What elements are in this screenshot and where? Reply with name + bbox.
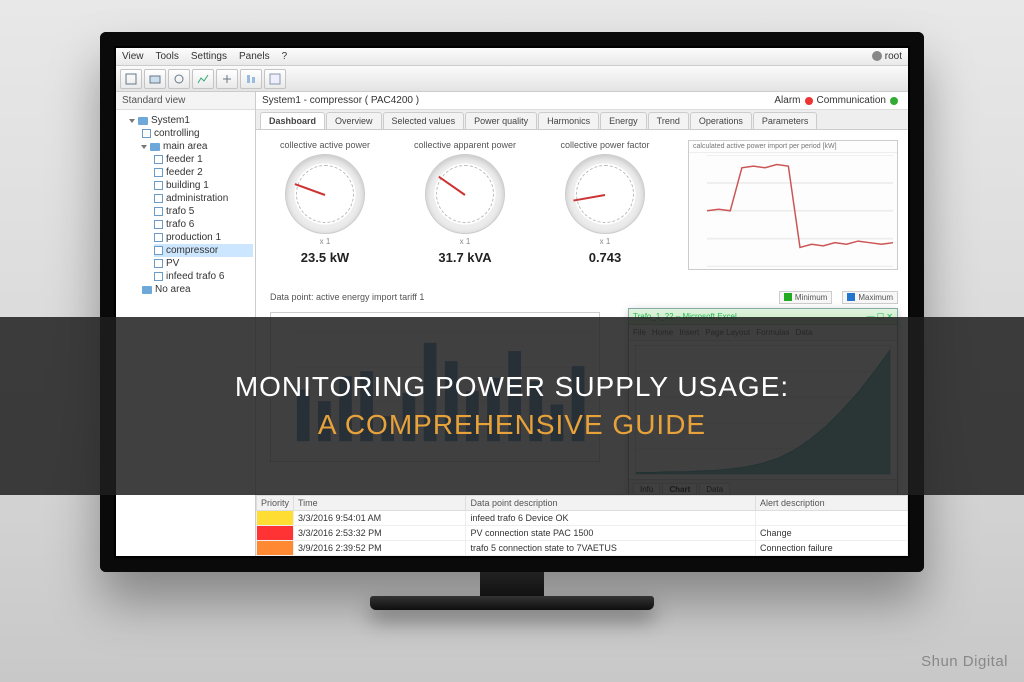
device-icon: [154, 194, 163, 203]
breadcrumb-path: System1 - compressor ( PAC4200 ): [262, 95, 419, 106]
device-icon: [154, 155, 163, 164]
monitor-stand-base: [370, 596, 654, 610]
gauge-2: collective power factor x 1 0.743: [550, 140, 660, 265]
tab-energy[interactable]: Energy: [600, 112, 647, 129]
watermark: Shun Digital: [921, 653, 1008, 670]
tree-building-1[interactable]: building 1: [154, 179, 253, 192]
alerts-grid[interactable]: PriorityTimeData point descriptionAlert …: [256, 494, 908, 556]
menubar: View Tools Settings Panels ? root: [116, 48, 908, 66]
tree-trafo-6[interactable]: trafo 6: [154, 218, 253, 231]
tree-feeder-2[interactable]: feeder 2: [154, 166, 253, 179]
gauge-value: 31.7 kVA: [410, 250, 520, 265]
alert-row[interactable]: 3/3/2016 2:53:32 PMPV connection state P…: [257, 526, 908, 541]
gauge-title: collective apparent power: [410, 140, 520, 150]
gauge-0: collective active power x 1 23.5 kW: [270, 140, 380, 265]
toolbar-btn-5[interactable]: [216, 69, 238, 89]
gauge-dial: [425, 154, 505, 234]
gauge-dial: [565, 154, 645, 234]
nav-tree[interactable]: System1 controlling main area feeder 1fe…: [116, 110, 255, 300]
device-icon: [154, 246, 163, 255]
toolbar-btn-3[interactable]: [168, 69, 190, 89]
tab-selected-values[interactable]: Selected values: [383, 112, 465, 129]
user-icon: [872, 51, 882, 61]
tree-no-area[interactable]: No area: [142, 283, 253, 296]
toolbar-btn-1[interactable]: [120, 69, 142, 89]
device-icon: [142, 129, 151, 138]
gauge-scale: x 1: [550, 237, 660, 246]
toolbar-btn-6[interactable]: [240, 69, 262, 89]
tree-compressor[interactable]: compressor: [154, 244, 253, 257]
tab-overview[interactable]: Overview: [326, 112, 382, 129]
menu-help[interactable]: ?: [282, 51, 288, 62]
sidebar-header: Standard view: [116, 92, 255, 110]
menu-tools[interactable]: Tools: [156, 51, 179, 62]
alert-row[interactable]: Connection failure: [257, 556, 908, 557]
toolbar-btn-7[interactable]: [264, 69, 286, 89]
datapoint-label: Data point: active energy import tariff …: [270, 292, 424, 302]
tab-operations[interactable]: Operations: [690, 112, 752, 129]
gauge-value: 0.743: [550, 250, 660, 265]
datapoint-row: Data point: active energy import tariff …: [270, 288, 898, 306]
gauge-scale: x 1: [270, 237, 380, 246]
tree-production-1[interactable]: production 1: [154, 231, 253, 244]
toolbar: [116, 66, 908, 92]
tree-root[interactable]: System1: [130, 114, 253, 127]
device-icon: [154, 233, 163, 242]
menu-settings[interactable]: Settings: [191, 51, 227, 62]
tree-infeed-trafo-6[interactable]: infeed trafo 6: [154, 270, 253, 283]
tree-feeder-1[interactable]: feeder 1: [154, 153, 253, 166]
tree-main-area[interactable]: main area: [142, 140, 253, 153]
comm-led: [890, 97, 898, 105]
alert-col[interactable]: Alert description: [756, 496, 908, 511]
device-icon: [154, 168, 163, 177]
user-label[interactable]: root: [872, 51, 902, 62]
alert-row[interactable]: 3/3/2016 9:54:01 AMinfeed trafo 6 Device…: [257, 511, 908, 526]
tab-bar: DashboardOverviewSelected valuesPower qu…: [256, 110, 908, 130]
tab-dashboard[interactable]: Dashboard: [260, 112, 325, 129]
toolbar-btn-2[interactable]: [144, 69, 166, 89]
alert-col[interactable]: Priority: [257, 496, 294, 511]
minimum-toggle[interactable]: Minimum: [779, 291, 832, 304]
tree-trafo-5[interactable]: trafo 5: [154, 205, 253, 218]
device-icon: [154, 259, 163, 268]
tree-controlling[interactable]: controlling: [142, 127, 253, 140]
gauge-title: collective power factor: [550, 140, 660, 150]
device-icon: [154, 207, 163, 216]
gauge-value: 23.5 kW: [270, 250, 380, 265]
tab-trend[interactable]: Trend: [648, 112, 689, 129]
menu-view[interactable]: View: [122, 51, 144, 62]
gauge-dial: [285, 154, 365, 234]
tree-PV[interactable]: PV: [154, 257, 253, 270]
device-icon: [154, 220, 163, 229]
device-icon: [154, 272, 163, 281]
overlay-line1: MONITORING POWER SUPPLY USAGE:: [235, 371, 789, 403]
monitor-stand-neck: [480, 572, 544, 598]
tab-power-quality[interactable]: Power quality: [465, 112, 537, 129]
tree-administration[interactable]: administration: [154, 192, 253, 205]
gauge-scale: x 1: [410, 237, 520, 246]
toolbar-btn-4[interactable]: [192, 69, 214, 89]
alarm-label: Alarm: [774, 95, 800, 106]
alert-row[interactable]: 3/9/2016 2:39:52 PMtrafo 5 connection st…: [257, 541, 908, 556]
breadcrumb: System1 - compressor ( PAC4200 ) Alarm C…: [256, 92, 908, 110]
gauge-title: collective active power: [270, 140, 380, 150]
alert-col[interactable]: Data point description: [466, 496, 756, 511]
title-overlay: MONITORING POWER SUPPLY USAGE: A COMPREH…: [0, 317, 1024, 495]
alert-col[interactable]: Time: [294, 496, 466, 511]
gauge-1: collective apparent power x 1 31.7 kVA: [410, 140, 520, 265]
menu-panels[interactable]: Panels: [239, 51, 270, 62]
tab-harmonics[interactable]: Harmonics: [538, 112, 599, 129]
alarm-led: [805, 97, 813, 105]
comm-label: Communication: [817, 95, 886, 106]
overlay-line2: A COMPREHENSIVE GUIDE: [318, 409, 706, 441]
device-icon: [154, 181, 163, 190]
maximum-toggle[interactable]: Maximum: [842, 291, 898, 304]
tab-parameters[interactable]: Parameters: [753, 112, 818, 129]
trend-chart: calculated active power import per perio…: [688, 140, 898, 270]
trend-chart-title: calculated active power import per perio…: [689, 141, 897, 153]
